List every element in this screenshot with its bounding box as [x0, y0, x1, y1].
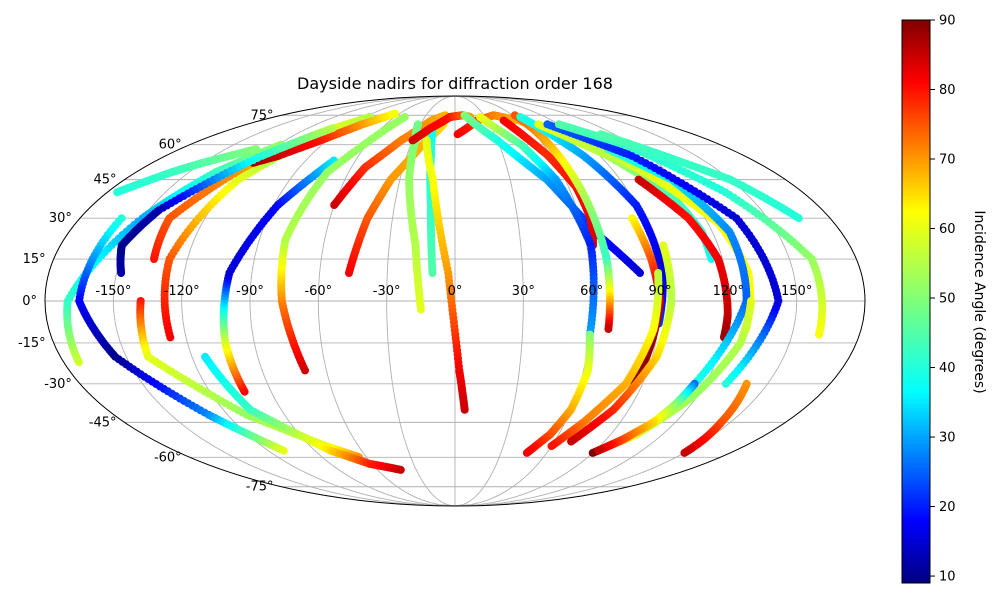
data-point	[680, 448, 689, 457]
colorbar-tick-label: 90	[939, 14, 956, 29]
lon-tick-label: 90°	[648, 284, 671, 299]
data-point	[522, 448, 531, 457]
lon-tick-label: -150°	[95, 284, 131, 299]
lat-tick-label: 45°	[94, 173, 117, 188]
lat-tick-label: 15°	[23, 252, 46, 267]
lon-tick-label: -90°	[236, 284, 264, 299]
data-point	[422, 136, 431, 145]
lat-tick-label: 60°	[159, 138, 182, 153]
colorbar	[901, 19, 931, 584]
data-point	[794, 214, 803, 223]
data-point	[721, 379, 730, 388]
lat-tick-label: -45°	[89, 415, 117, 430]
lon-tick-label: -30°	[373, 284, 401, 299]
data-point	[636, 269, 644, 277]
data-point	[328, 124, 337, 133]
lon-tick-label: 30°	[512, 284, 535, 299]
data-point	[567, 437, 576, 446]
lat-tick-label: 30°	[49, 211, 72, 226]
colorbar-tick-label: 50	[939, 292, 956, 307]
colorbar-tick-label: 10	[939, 570, 956, 585]
data-point	[252, 145, 261, 154]
lat-tick-label: -30°	[44, 377, 72, 392]
colorbar-tick-label: 20	[939, 500, 956, 515]
data-points-layer	[63, 109, 827, 474]
lon-tick-label: 0°	[448, 284, 463, 299]
lat-tick-label: -15°	[18, 336, 46, 351]
lon-tick-label: 60°	[580, 284, 603, 299]
colorbar-ticks: 90 80 70 60 50 40 30 20 10	[930, 14, 956, 585]
lat-tick-label: -60°	[154, 450, 182, 465]
longitude-tick-labels: -150° -120° -90° -60° -30° 0° 30° 60° 90° 120° 150…	[95, 284, 812, 299]
colorbar-tick-label: 70	[939, 153, 956, 168]
lat-tick-label: 75°	[250, 108, 273, 123]
lon-tick-label: -60°	[304, 284, 332, 299]
data-point	[594, 446, 603, 455]
data-point	[396, 465, 405, 474]
lat-tick-label: 0°	[22, 294, 37, 309]
lon-tick-label: -120°	[164, 284, 200, 299]
data-point	[414, 120, 422, 129]
lat-tick-label: -75°	[246, 480, 274, 495]
chart-title: Dayside nadirs for diffraction order 168	[297, 74, 613, 93]
lon-tick-label: 150°	[781, 284, 812, 299]
colorbar-tick-label: 40	[939, 361, 956, 376]
colorbar-tick-label: 80	[939, 83, 956, 98]
data-point	[815, 330, 823, 339]
data-point	[400, 113, 409, 121]
data-point	[604, 325, 613, 333]
data-point	[279, 446, 288, 455]
colorbar-tick-label: 60	[939, 222, 956, 237]
data-point	[547, 442, 556, 451]
data-point	[391, 109, 399, 118]
colorbar-label: Incidence Angle (degrees)	[971, 210, 987, 393]
colorbar-tick-label: 30	[939, 431, 956, 446]
lon-tick-label: 120°	[713, 284, 744, 299]
